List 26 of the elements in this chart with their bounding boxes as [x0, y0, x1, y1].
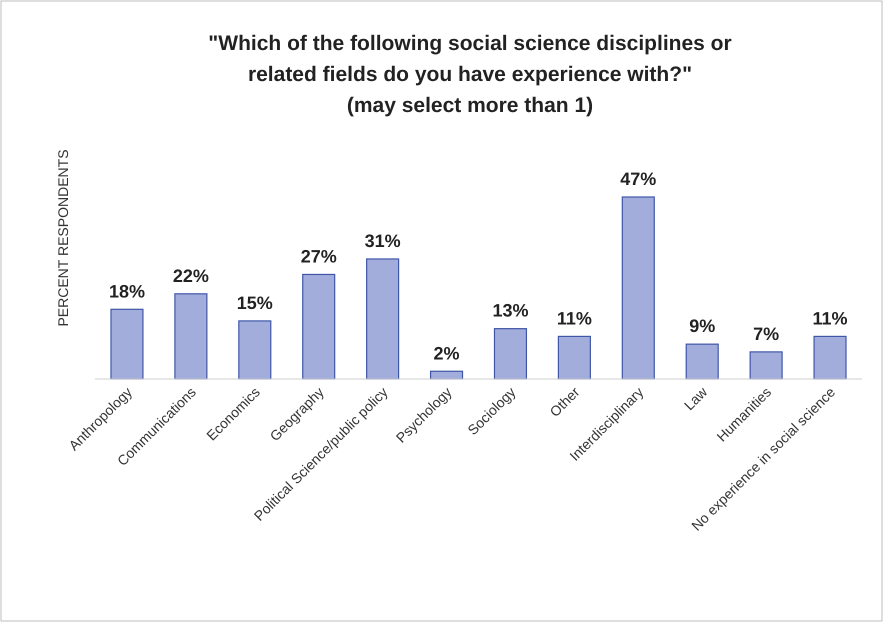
- bar: [622, 196, 655, 380]
- bar: [110, 308, 144, 380]
- x-tick-label: Law: [680, 383, 711, 414]
- data-label: 15%: [236, 292, 273, 313]
- data-label: 7%: [753, 324, 780, 344]
- data-label: 11%: [812, 308, 848, 328]
- bar: [494, 328, 528, 380]
- data-label: 2%: [434, 343, 460, 364]
- bar: [238, 320, 272, 380]
- bar: [813, 336, 847, 380]
- bar: [686, 344, 719, 380]
- bar: [366, 258, 400, 380]
- data-label: 11%: [556, 308, 592, 328]
- bar: [558, 336, 591, 380]
- data-label: 18%: [108, 281, 145, 302]
- data-label: 47%: [620, 169, 656, 189]
- bar: [302, 274, 336, 380]
- chart-title: "Which of the following social science disciplines or related fields do you have experience with?" (may select more than 1): [208, 32, 732, 117]
- data-label: 27%: [300, 246, 337, 266]
- data-label: 31%: [364, 230, 401, 251]
- bar: [750, 351, 783, 380]
- data-label: 9%: [689, 316, 716, 336]
- y-axis-title: PERCENT RESPONDENTS: [55, 149, 71, 327]
- data-label: 22%: [172, 266, 209, 286]
- data-label: 13%: [492, 300, 528, 321]
- bar: [174, 293, 208, 380]
